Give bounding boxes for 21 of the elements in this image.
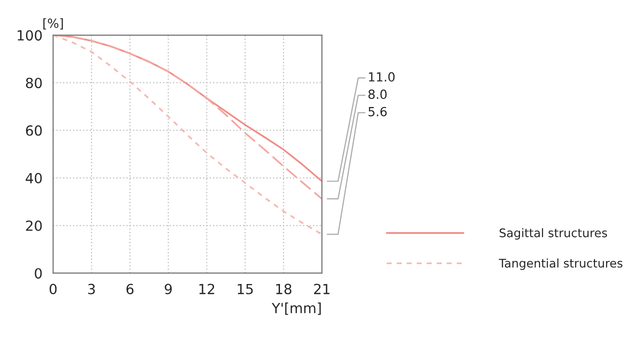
x-tick-label: 12 [199,284,214,294]
y-axis-title: [%] [43,18,63,30]
text: 11.0 [368,72,395,82]
x-tick-label: 3 [88,284,95,294]
text: 5.6 [368,106,387,116]
y-tick-label: 100 [18,30,42,41]
text: Tangential structures [498,258,622,270]
x-tick-label: 9 [164,284,172,294]
x-tick-label: 15 [238,284,253,294]
x-tick-label: 18 [276,284,292,294]
x-axis-title: Y'[mm] [272,302,321,315]
y-tick-label: 80 [26,78,42,88]
text: Sagittal structures [500,228,608,240]
y-tick-label: 20 [26,220,42,231]
y-tick-label: 60 [26,125,42,136]
y-tick-label: 0 [34,268,42,279]
y-tick-label: 40 [26,172,42,184]
text: 8.0 [368,90,387,99]
x-tick-label: 6 [126,284,134,294]
x-tick-label: 21 [314,284,330,294]
x-tick-label: 0 [50,284,57,294]
